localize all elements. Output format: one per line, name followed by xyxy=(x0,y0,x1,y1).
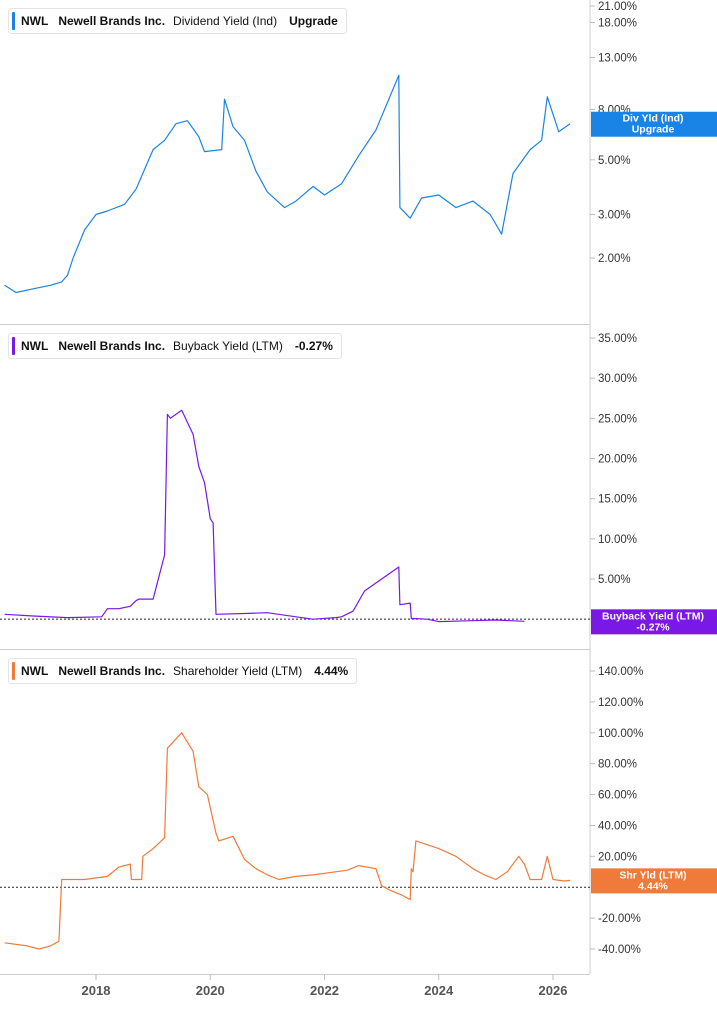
y-tick-label: 60.00% xyxy=(598,790,637,802)
legend-company: Newell Brands Inc. xyxy=(58,339,166,353)
legend-value: Upgrade xyxy=(289,14,338,28)
value-tag-label: Div Yld (Ind) xyxy=(622,113,683,125)
legend-3[interactable]: NWL Newell Brands Inc. Shareholder Yield (… xyxy=(8,658,358,684)
legend-swatch xyxy=(12,337,15,355)
value-tag xyxy=(591,868,717,894)
y-tick-label: 18.00% xyxy=(598,18,637,30)
legend-1[interactable]: NWL Newell Brands Inc. Dividend Yield (Ind… xyxy=(8,8,347,34)
value-tag-label: Buyback Yield (LTM) xyxy=(602,610,704,622)
value-tag xyxy=(591,609,717,635)
x-tick-label: 2022 xyxy=(310,983,339,998)
y-tick-label: 21.00% xyxy=(598,1,637,13)
panel-3: 140.00% 120.00% 100.00% 80.00% 60.00% 40.00% 2… xyxy=(0,666,717,956)
value-tag-value: Upgrade xyxy=(632,124,675,136)
value-tag xyxy=(591,111,717,137)
legend-metric: Dividend Yield (Ind) xyxy=(173,14,278,28)
value-tag-value: -0.27% xyxy=(636,621,670,633)
legend-company: Newell Brands Inc. xyxy=(58,14,166,28)
x-tick-label: 2020 xyxy=(196,983,225,998)
series-line-3 xyxy=(4,732,571,950)
y-tick-label: 120.00% xyxy=(598,697,643,709)
series-line-2 xyxy=(4,409,525,623)
x-tick-label: 2018 xyxy=(82,983,111,998)
legend-value: -0.27% xyxy=(294,339,333,353)
y-tick-label: 5.00% xyxy=(598,155,631,167)
y-tick-label: 20.00% xyxy=(598,851,637,863)
y-tick-label: 140.00% xyxy=(598,666,643,678)
x-tick-label: 2026 xyxy=(539,983,568,998)
legend-ticker: NWL xyxy=(21,14,49,28)
y-tick-label: 10.00% xyxy=(598,534,637,546)
legend-swatch xyxy=(12,662,15,680)
value-tag-label: Shr Yld (LTM) xyxy=(619,869,686,881)
y-tick-label: -20.00% xyxy=(598,913,641,925)
y-tick-label: 13.00% xyxy=(598,52,637,64)
y-tick-label: 15.00% xyxy=(598,494,637,506)
legend-2[interactable]: NWL Newell Brands Inc. Buyback Yield (LTM)… xyxy=(8,333,342,359)
y-tick-label: 20.00% xyxy=(598,454,637,466)
legend-value: 4.44% xyxy=(314,664,349,678)
x-tick-label: 2024 xyxy=(424,983,454,998)
legend-ticker: NWL xyxy=(21,339,49,353)
y-tick-label: -40.00% xyxy=(598,944,641,956)
legend-metric: Buyback Yield (LTM) xyxy=(173,339,283,353)
legend-ticker: NWL xyxy=(21,664,49,678)
panel-2: 35.00% 30.00% 25.00% 20.00% 15.00% 10.00% 5.00… xyxy=(0,333,717,635)
panel-1: 21.00%18.00%13.00%8.00%5.00%3.00%2.00%7.… xyxy=(4,1,717,294)
y-tick-label: 80.00% xyxy=(598,759,637,771)
y-tick-label: 100.00% xyxy=(598,728,643,740)
legend-metric: Shareholder Yield (LTM) xyxy=(173,664,303,678)
value-tag-value: 4.44% xyxy=(638,880,668,892)
y-tick-label: 35.00% xyxy=(598,333,637,345)
y-tick-label: 30.00% xyxy=(598,373,637,385)
y-tick-label: 3.00% xyxy=(598,210,631,222)
legend-swatch xyxy=(12,12,15,30)
y-tick-label: 5.00% xyxy=(598,574,631,586)
y-tick-label: 25.00% xyxy=(598,413,637,425)
legend-company: Newell Brands Inc. xyxy=(58,664,166,678)
y-tick-label: 40.00% xyxy=(598,820,637,832)
y-tick-label: 2.00% xyxy=(598,253,631,265)
series-line-1 xyxy=(4,74,571,294)
